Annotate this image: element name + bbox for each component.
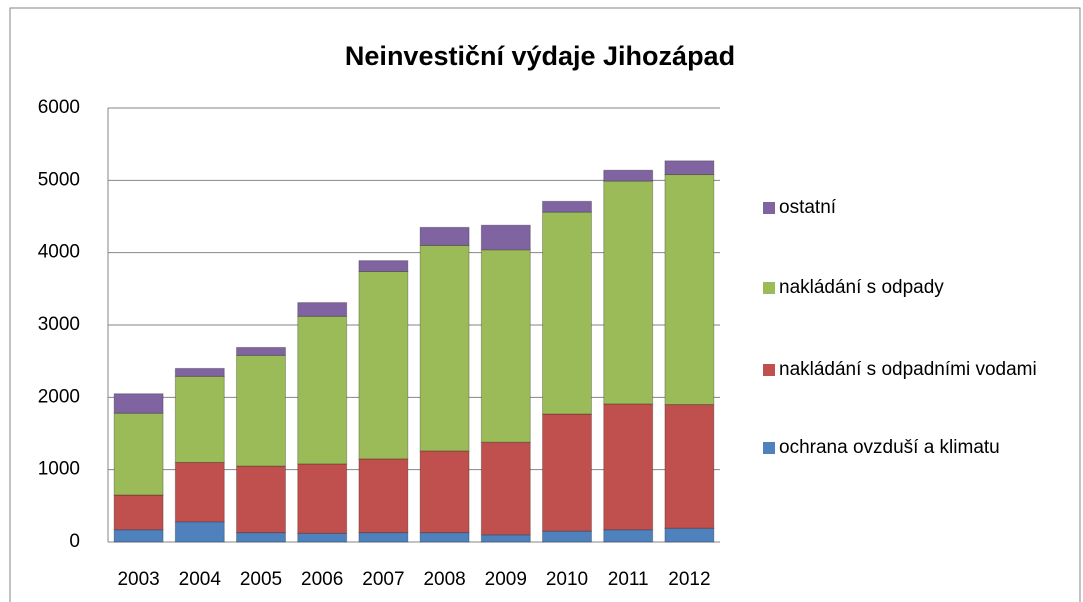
bar-segment — [542, 413, 592, 532]
bar-segment — [419, 450, 470, 534]
legend-label: nakládání s odpadními vodami — [779, 359, 1037, 380]
legend-label: ochrana ovzduší a klimatu — [779, 437, 1000, 458]
chart-border — [9, 7, 1081, 602]
y-tick-label: 2000 — [38, 386, 80, 407]
x-tick-label: 2009 — [485, 569, 527, 590]
y-tick-label: 5000 — [38, 169, 80, 190]
legend-swatch — [763, 202, 775, 214]
bar-segment — [358, 532, 409, 543]
chart-title: Neinvestiční výdaje Jihozápad — [345, 41, 735, 71]
x-tick-label: 2003 — [117, 569, 159, 590]
x-tick-label: 2012 — [668, 569, 710, 590]
x-tick-label: 2006 — [301, 569, 343, 590]
bar-segment — [236, 532, 286, 543]
y-tick-label: 4000 — [38, 242, 80, 263]
x-tick-label: 2010 — [546, 569, 588, 590]
bar-segment — [358, 270, 409, 460]
y-tick-label: 6000 — [38, 97, 80, 118]
bar-segment — [419, 532, 470, 543]
legend-swatch — [763, 442, 775, 454]
bar-segment — [603, 403, 654, 531]
bar-segment — [358, 260, 409, 272]
bar-segment — [236, 465, 286, 534]
y-tick-label: 3000 — [38, 314, 80, 335]
bar-segment — [113, 494, 164, 531]
bar-segment — [480, 441, 531, 536]
legend-item: nakládání s odpadními vodami — [763, 354, 1063, 385]
x-tick-label: 2005 — [240, 569, 282, 590]
legend-swatch — [763, 282, 775, 294]
y-tick-label: 0 — [69, 531, 80, 552]
legend-item: nakládání s odpady — [763, 272, 1063, 303]
bar-segment — [174, 367, 225, 377]
bar-segment — [297, 315, 348, 465]
bar-segment — [480, 534, 531, 543]
bar-segment — [174, 521, 225, 543]
bar-segment — [113, 529, 164, 543]
bar-segment — [542, 530, 592, 543]
legend-item: ostatní — [763, 192, 1063, 223]
bar-segment — [664, 527, 715, 543]
bar-segment — [113, 393, 164, 414]
bar-segment — [174, 375, 225, 463]
y-tick-label: 1000 — [38, 459, 80, 480]
bar-segment — [480, 224, 531, 251]
bar-segment — [603, 169, 654, 182]
bar-segment — [603, 529, 654, 543]
bar-segment — [542, 200, 592, 213]
bar-segment — [174, 461, 225, 523]
bar-segment — [358, 458, 409, 534]
legend-item: ochrana ovzduší a klimatu — [763, 432, 1063, 463]
bar-segment — [480, 249, 531, 443]
bar-segment — [664, 404, 715, 529]
bar-segment — [297, 532, 348, 543]
bar-segment — [664, 174, 715, 406]
bar-segment — [297, 302, 348, 317]
bar-segment — [236, 346, 286, 356]
bar-segment — [542, 211, 592, 415]
x-tick-label: 2011 — [608, 569, 649, 590]
bar-segment — [419, 244, 470, 452]
legend-swatch — [763, 364, 775, 376]
bar-segment — [113, 412, 164, 496]
bar-segment — [664, 160, 715, 176]
bar-segment — [236, 354, 286, 467]
x-tick-label: 2007 — [362, 569, 404, 590]
bar-segment — [297, 463, 348, 534]
legend-label: nakládání s odpady — [779, 277, 944, 298]
legend-label: ostatní — [779, 197, 837, 218]
bar-segment — [419, 226, 470, 246]
bar-segment — [603, 180, 654, 405]
x-tick-label: 2004 — [179, 569, 222, 590]
x-tick-label: 2008 — [423, 569, 465, 590]
